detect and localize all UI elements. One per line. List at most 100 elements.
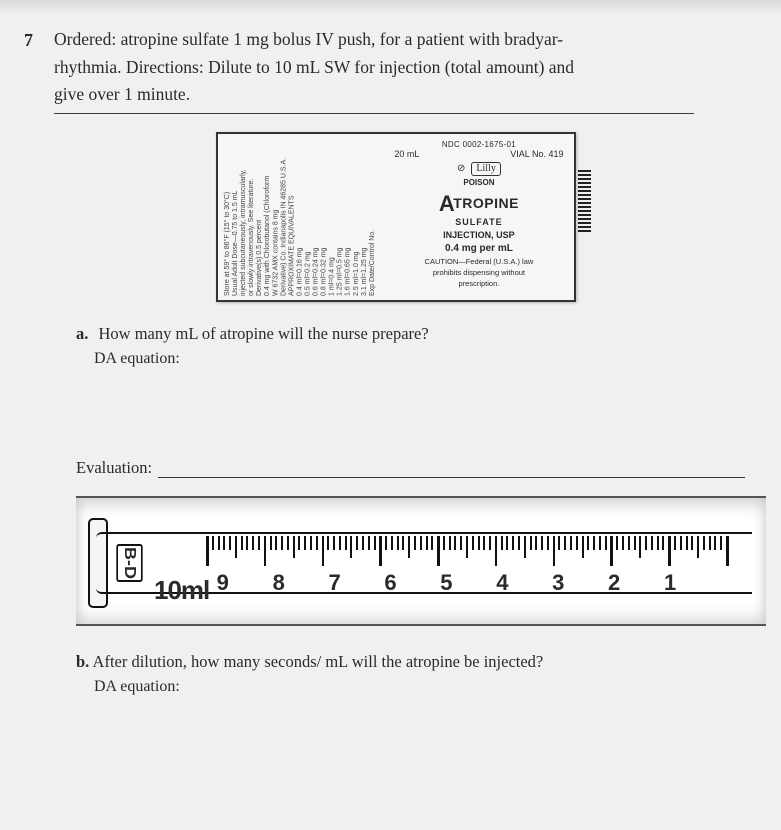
scale-tick: [489, 536, 491, 550]
scale-tick: [264, 536, 267, 566]
scale-tick: [634, 536, 636, 550]
part-b-da: DA equation:: [94, 678, 745, 696]
scale-tick: [518, 536, 520, 550]
scale-tick: [414, 536, 416, 550]
scale-number: 8: [273, 570, 285, 596]
scale-tick: [714, 536, 716, 550]
scale-tick: [530, 536, 532, 550]
scale-tick: [680, 536, 682, 550]
part-b: b. After dilution, how many seconds/ mL …: [76, 652, 745, 672]
scale-tick: [218, 536, 220, 550]
scale-tick: [327, 536, 329, 550]
scale-tick: [270, 536, 272, 550]
scale-tick: [582, 536, 584, 558]
scale-tick: [622, 536, 624, 550]
scale-number: 9: [217, 570, 229, 596]
scale-tick: [293, 536, 295, 558]
scale-tick: [553, 536, 556, 566]
scale-tick: [691, 536, 693, 550]
scale-tick: [252, 536, 254, 550]
scale-tick: [223, 536, 225, 550]
vial-size: 20 mL: [394, 149, 419, 160]
scale-tick: [281, 536, 283, 550]
prompt-underline: [54, 113, 694, 114]
scale-tick: [258, 536, 260, 550]
scale-tick: [431, 536, 433, 550]
scale-tick: [397, 536, 399, 550]
scale-tick: [241, 536, 243, 550]
scale-tick: [628, 536, 630, 550]
scale-tick: [726, 536, 729, 566]
part-a-text: How many mL of atropine will the nurse p…: [99, 324, 429, 343]
part-a-da: DA equation:: [94, 350, 745, 368]
evaluation-row: Evaluation:: [76, 458, 745, 478]
scale-tick: [206, 536, 209, 566]
scale-tick: [426, 536, 428, 550]
scale-tick: [593, 536, 595, 550]
scale-number: 5: [440, 570, 452, 596]
ndc-code: NDC 0002-1675-01: [390, 140, 567, 150]
injection-usp: INJECTION, USP: [390, 230, 567, 241]
syringe-image: B-D 10ml 123456789: [76, 496, 766, 626]
scale-tick: [610, 536, 613, 566]
scale-tick: [535, 536, 537, 550]
prompt-line-3: give over 1 minute.: [54, 83, 190, 107]
scale-tick: [379, 536, 382, 566]
scale-tick: [350, 536, 352, 558]
scale-tick: [483, 536, 485, 550]
drug-name: ATROPINE: [390, 191, 567, 217]
scale-tick: [709, 536, 711, 550]
scale-tick: [362, 536, 364, 550]
scale-tick: [668, 536, 671, 566]
scale-tick: [345, 536, 347, 550]
scale-tick: [472, 536, 474, 550]
scale-tick: [599, 536, 601, 550]
scale-tick: [605, 536, 607, 550]
drug-label-fine-print: Store at 59° to 86°F (15° to 30°C) Usual…: [224, 140, 377, 296]
scale-tick: [212, 536, 214, 550]
scale-tick: [454, 536, 456, 550]
scale-tick: [385, 536, 387, 550]
part-a: a. How many mL of atropine will the nurs…: [76, 324, 745, 344]
scale-tick: [576, 536, 578, 550]
scale-tick: [287, 536, 289, 550]
caution-line-2: prohibits dispensing without: [390, 269, 567, 277]
scale-tick: [564, 536, 566, 550]
drug-name-rest: TROPINE: [453, 195, 519, 211]
scale-tick: [275, 536, 277, 550]
drug-label-container: Store at 59° to 86°F (15° to 30°C) Usual…: [46, 132, 745, 302]
scale-tick: [229, 536, 231, 550]
scale-tick: [437, 536, 440, 566]
scale-tick: [570, 536, 572, 550]
scale-tick: [460, 536, 462, 550]
scale-tick: [651, 536, 653, 550]
scale-tick: [587, 536, 589, 550]
scale-tick: [495, 536, 498, 566]
drug-strength: 0.4 mg per mL: [390, 243, 567, 255]
scale-tick: [443, 536, 445, 550]
page: 7 Ordered: atropine sulfate 1 mg bolus I…: [0, 0, 781, 716]
scale-tick: [478, 536, 480, 550]
drug-label-left: Store at 59° to 86°F (15° to 30°C) Usual…: [218, 134, 389, 300]
scale-tick: [697, 536, 699, 558]
scale-tick: [391, 536, 393, 550]
scale-tick: [420, 536, 422, 550]
scale-tick: [408, 536, 410, 558]
prompt-line-2: rhythmia. Directions: Dilute to 10 mL SW…: [54, 56, 745, 80]
question-number: 7: [24, 30, 33, 51]
scale-tick: [368, 536, 370, 550]
scale-tick: [616, 536, 618, 550]
scale-number: 6: [384, 570, 396, 596]
scale-tick: [501, 536, 503, 550]
caution-line-3: prescription.: [390, 280, 567, 288]
scale-tick: [558, 536, 560, 550]
barcode-icon: [578, 170, 591, 232]
scale-tick: [316, 536, 318, 550]
scale-tick: [512, 536, 514, 550]
scale-tick: [662, 536, 664, 550]
evaluation-line: [158, 477, 745, 478]
vial-number: VIAL No. 419: [510, 149, 563, 160]
syringe-capacity: 10ml: [154, 575, 209, 606]
scale-tick: [541, 536, 543, 550]
scale-tick: [246, 536, 248, 550]
